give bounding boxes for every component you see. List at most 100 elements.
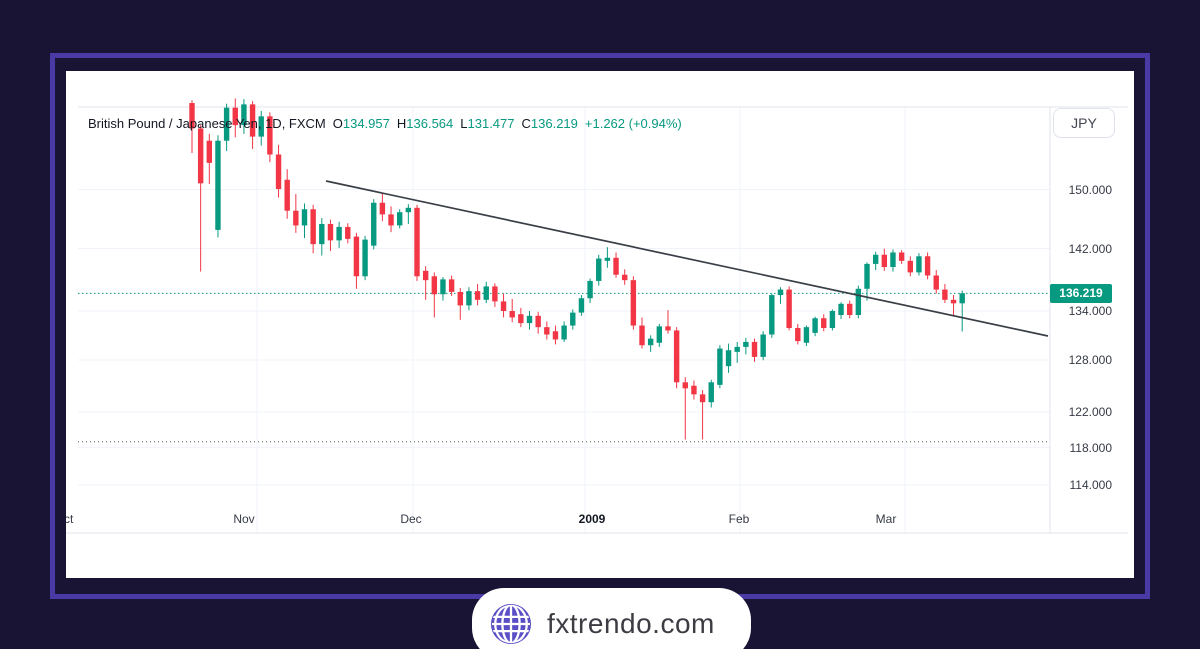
ohlc-key: L xyxy=(460,116,468,131)
candle-body xyxy=(319,223,325,245)
candle-body xyxy=(821,318,827,328)
candle-body xyxy=(258,116,264,137)
candle-body xyxy=(717,348,723,385)
candle-body xyxy=(673,330,680,383)
candle-body xyxy=(959,293,965,304)
currency-button[interactable]: JPY xyxy=(1053,108,1115,138)
candle-body xyxy=(206,140,213,163)
ohlc-value: 136.564 xyxy=(406,116,454,131)
time-label: Feb xyxy=(728,512,750,526)
candle-body xyxy=(396,212,403,226)
candle-body xyxy=(345,226,351,239)
candle-body xyxy=(457,291,463,306)
candle-body xyxy=(777,289,784,296)
candle-body xyxy=(327,223,334,241)
candle-body xyxy=(570,312,576,326)
candle-body xyxy=(622,274,628,281)
candle-body xyxy=(414,207,420,277)
candle-body xyxy=(526,315,533,324)
time-label: 2009 xyxy=(578,512,606,526)
candle-body xyxy=(950,299,957,304)
candle-body xyxy=(552,331,559,340)
candle-body xyxy=(751,341,758,357)
candle-body xyxy=(881,254,888,267)
price-tick-label: 128.000 xyxy=(1068,353,1112,368)
candle-body xyxy=(769,295,775,335)
candle-body xyxy=(249,104,256,137)
price-tick-label: 150.000 xyxy=(1068,182,1112,197)
candle-body xyxy=(293,210,299,226)
candle-body xyxy=(578,298,585,313)
price-tick-label: 118.000 xyxy=(1069,440,1113,455)
candle-body xyxy=(916,256,922,273)
candle-body xyxy=(353,236,360,277)
candle-body xyxy=(561,325,567,340)
time-label: Dec xyxy=(400,512,422,526)
price-tick-label: 122.000 xyxy=(1068,404,1112,419)
candle-body xyxy=(872,254,879,264)
candle-body xyxy=(388,214,394,226)
candle-body xyxy=(743,341,749,347)
ohlc-key: H xyxy=(396,116,407,131)
candle-body xyxy=(362,239,368,277)
candle-body xyxy=(924,256,931,276)
chart-panel: British Pound / Japanese Yen, 1D, FXCM O1… xyxy=(66,71,1134,578)
candle-body xyxy=(301,209,308,226)
candle-body xyxy=(587,280,593,299)
symbol-status-row: British Pound / Japanese Yen, 1D, FXCM O1… xyxy=(88,116,682,131)
ohlc-value: 131.477 xyxy=(467,116,515,131)
change-value: +1.262 (+0.94%) xyxy=(584,116,682,131)
candle-body xyxy=(890,252,896,267)
candle-body xyxy=(942,289,948,300)
candle-body xyxy=(855,288,862,316)
ohlc-key: O xyxy=(332,116,343,131)
candle-body xyxy=(267,116,273,155)
candle-body xyxy=(492,286,498,302)
candle-body xyxy=(310,209,316,245)
candle-body xyxy=(431,276,438,295)
ohlc-item: H136.564 xyxy=(397,116,453,131)
ohlc-value: 134.957 xyxy=(342,116,390,131)
candle-body xyxy=(647,338,654,346)
candle-body xyxy=(440,279,446,295)
candle-body xyxy=(500,301,507,311)
price-tick-label: 134.000 xyxy=(1068,304,1112,318)
price-tick-label: 142.000 xyxy=(1068,241,1112,256)
ohlc-item: L131.477 xyxy=(460,116,514,131)
candle-body xyxy=(803,327,810,343)
candle-body xyxy=(613,257,619,275)
candle-body xyxy=(232,107,238,126)
time-label: Nov xyxy=(233,512,255,526)
candle-body xyxy=(907,260,913,273)
candle-body xyxy=(544,327,550,335)
candle-body xyxy=(509,311,515,318)
candle-body xyxy=(838,303,844,316)
trendline[interactable] xyxy=(325,180,1049,337)
ohlc-item: O134.957 xyxy=(333,116,390,131)
candle-body xyxy=(760,334,766,357)
candle-body xyxy=(535,315,541,328)
ohlc-values: O134.957 H136.564 L131.477 C136.219 xyxy=(326,116,578,131)
candle-body xyxy=(197,128,204,184)
candle-body xyxy=(379,202,386,215)
candle-body xyxy=(812,318,818,333)
time-label: Mar xyxy=(875,512,897,526)
candle-body xyxy=(864,263,870,289)
candle-body xyxy=(639,325,645,346)
candle-body xyxy=(284,179,290,211)
candle-body xyxy=(275,154,282,190)
candle-body xyxy=(604,257,611,261)
candle-body xyxy=(725,350,732,367)
candle-body xyxy=(847,303,853,316)
candle-body xyxy=(682,382,688,389)
candle-body xyxy=(241,104,247,126)
candle-body xyxy=(189,103,195,129)
time-label: Oct xyxy=(66,512,74,526)
candle-body xyxy=(422,270,429,281)
candle-body xyxy=(898,252,905,261)
chart-canvas[interactable] xyxy=(66,71,1134,578)
candle-body xyxy=(933,275,939,290)
candle-body xyxy=(786,289,792,328)
logo-pill[interactable]: fxtrendo.com xyxy=(472,588,751,649)
